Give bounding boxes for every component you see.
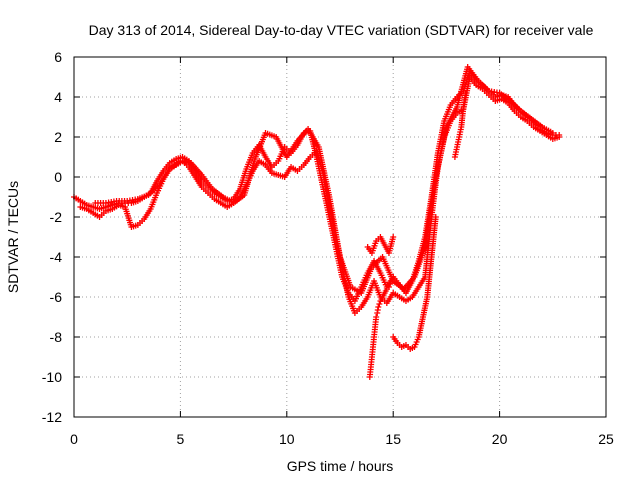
data-point (432, 214, 439, 220)
x-tick-label: 20 (492, 431, 508, 447)
x-tick-label: 0 (70, 431, 78, 447)
y-tick-label: 0 (54, 169, 62, 185)
y-tick-label: -12 (42, 409, 62, 425)
data-point (556, 134, 563, 140)
data-point (373, 314, 380, 320)
data-point (385, 284, 392, 290)
y-axis-label: SDTVAR / TECUs (5, 181, 21, 293)
axis-ticks: 0 5 10 15 20 25 -12 -10 -8 -6 -4 -2 0 2 4 6 (42, 49, 614, 447)
y-tick-label: -10 (42, 369, 62, 385)
data-point (375, 304, 382, 310)
data-point (549, 130, 556, 136)
x-tick-label: 10 (279, 431, 295, 447)
data-point (376, 301, 383, 307)
data-point (387, 281, 394, 287)
y-tick-label: 4 (54, 89, 62, 105)
x-tick-label: 25 (598, 431, 614, 447)
y-tick-label: 6 (54, 49, 62, 65)
chart-title: Day 313 of 2014, Sidereal Day-to-day VTE… (89, 22, 594, 38)
y-tick-label: -4 (50, 249, 63, 265)
data-point (390, 234, 397, 240)
y-tick-label: -8 (50, 329, 63, 345)
data-points (71, 64, 563, 380)
y-tick-label: 2 (54, 129, 62, 145)
data-point (462, 90, 469, 96)
y-tick-label: -6 (50, 289, 63, 305)
x-tick-label: 15 (385, 431, 401, 447)
x-tick-label: 5 (177, 431, 185, 447)
x-axis-label: GPS time / hours (287, 458, 394, 474)
plot-border (73, 56, 607, 418)
y-tick-label: -2 (50, 209, 63, 225)
data-point (390, 274, 397, 280)
